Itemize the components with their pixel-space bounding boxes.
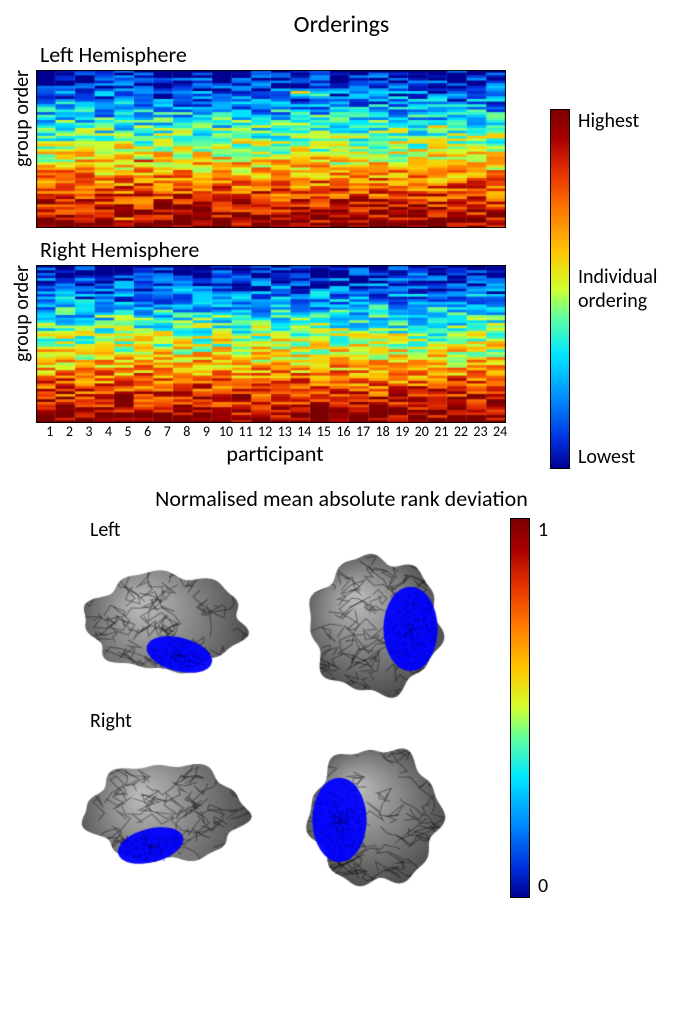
xtick: 11 xyxy=(236,423,256,440)
xtick: 12 xyxy=(255,423,275,440)
cb2-label-bottom: 0 xyxy=(538,874,548,898)
panel-left-title: Left Hemisphere xyxy=(40,41,673,68)
colorbar-orderings-labels: Highest Individual ordering Lowest xyxy=(578,109,657,469)
xtick: 19 xyxy=(392,423,412,440)
brain-label-right: Right xyxy=(90,709,673,733)
xtick: 17 xyxy=(353,423,373,440)
xtick: 22 xyxy=(451,423,471,440)
xtick: 3 xyxy=(79,423,99,440)
brain-row-right xyxy=(70,739,673,894)
figure-root: Orderings Left Hemisphere group order Ri… xyxy=(10,10,673,894)
orderings-section: Left Hemisphere group order Right Hemisp… xyxy=(10,41,673,467)
xtick: 4 xyxy=(99,423,119,440)
xtick: 20 xyxy=(412,423,432,440)
xaxis-title: participant xyxy=(40,440,510,467)
brain-row-left xyxy=(70,548,673,703)
colorbar-deviation-labels: 1 0 xyxy=(538,518,548,898)
xtick: 21 xyxy=(432,423,452,440)
xtick: 7 xyxy=(157,423,177,440)
xaxis-ticks: 123456789101112131415161718192021222324 xyxy=(40,423,510,440)
xtick: 10 xyxy=(216,423,236,440)
xtick: 8 xyxy=(177,423,197,440)
xtick: 2 xyxy=(60,423,80,440)
brain-left-ventral xyxy=(280,548,470,703)
xtick: 15 xyxy=(314,423,334,440)
brain-label-left: Left xyxy=(90,518,673,542)
colorbar-orderings-bar xyxy=(550,109,570,469)
xtick: 16 xyxy=(334,423,354,440)
cb2-label-top: 1 xyxy=(538,518,548,542)
colorbar-orderings: Highest Individual ordering Lowest xyxy=(550,109,657,469)
heatmap-right xyxy=(36,265,506,423)
top-title: Orderings xyxy=(10,10,673,39)
colorbar-deviation: 1 0 xyxy=(510,518,548,898)
xtick: 6 xyxy=(138,423,158,440)
xtick: 1 xyxy=(40,423,60,440)
xtick: 13 xyxy=(275,423,295,440)
section2-title: Normalised mean absolute rank deviation xyxy=(10,485,673,512)
cb1-label-highest: Highest xyxy=(578,109,657,133)
brain-left-lateral xyxy=(70,548,260,703)
brain-right-lateral xyxy=(70,739,260,894)
xtick: 18 xyxy=(373,423,393,440)
panel-right-ylabel: group order xyxy=(10,265,36,362)
xtick: 24 xyxy=(490,423,510,440)
colorbar-deviation-bar xyxy=(510,518,530,898)
xtick: 14 xyxy=(295,423,315,440)
panel-left-ylabel: group order xyxy=(10,70,36,167)
xtick: 23 xyxy=(471,423,491,440)
cb1-label-lowest: Lowest xyxy=(578,445,657,469)
xtick: 5 xyxy=(118,423,138,440)
xtick: 9 xyxy=(197,423,217,440)
brain-section: Left Right 1 0 xyxy=(10,518,673,894)
cb1-label-mid: Individual ordering xyxy=(578,265,657,313)
heatmap-left xyxy=(36,70,506,228)
brain-right-ventral xyxy=(280,739,470,894)
